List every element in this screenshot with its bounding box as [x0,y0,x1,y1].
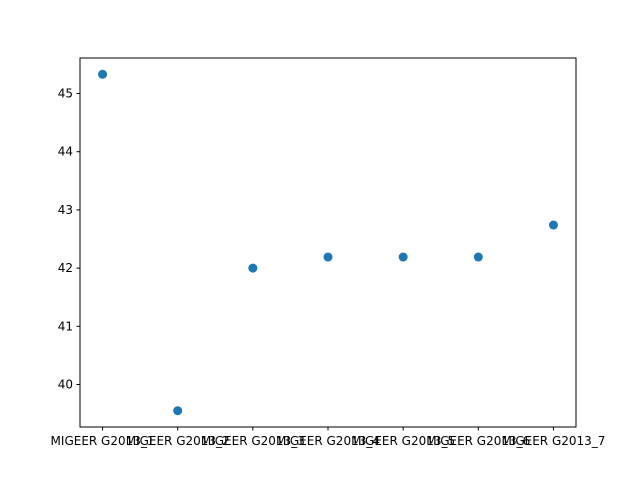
x-tick-label: MIGEER G2013_7 [501,434,605,448]
data-point [98,69,108,79]
plot-frame [79,57,577,428]
y-tick-label: 43 [58,203,73,217]
x-tick-label: MIGEER G2013_4 [276,434,380,448]
x-tick-label: MIGEER G2013_6 [426,434,530,448]
y-tick-label: 41 [58,319,73,333]
data-point [398,252,408,262]
y-tick-label: 42 [58,261,73,275]
y-tick-label: 44 [58,145,73,159]
data-point [248,263,258,273]
x-tick-label: MIGEER G2013_1 [51,434,155,448]
y-tick-label: 40 [58,378,73,392]
data-points [98,69,558,416]
x-tick-label: MIGEER G2013_5 [351,434,455,448]
data-point [548,220,558,230]
data-point [473,252,483,262]
x-tick-label: MIGEER G2013_3 [201,434,305,448]
data-point [173,406,183,416]
axes [79,57,577,428]
data-point [323,252,333,262]
x-tick-label: MIGEER G2013_2 [126,434,230,448]
y-axis-ticks: 40 41 42 43 44 45 [58,87,80,392]
y-tick-label: 45 [58,87,73,101]
